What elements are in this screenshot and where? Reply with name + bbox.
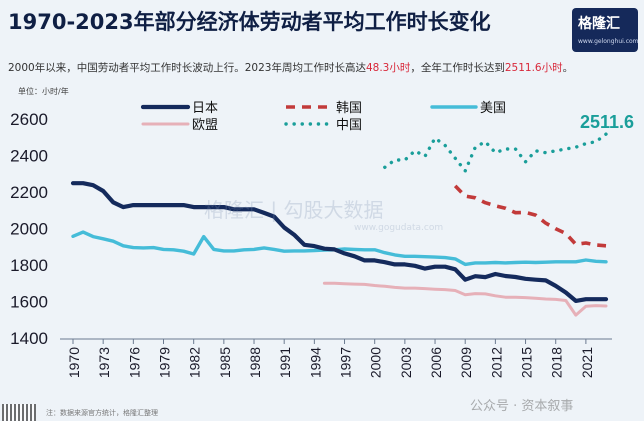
x-tick-label: 1988 — [247, 347, 263, 378]
data-label-china-2023: 2511.6 — [580, 112, 634, 132]
x-tick-label: 1985 — [217, 347, 233, 378]
legend-label-korea: 韩国 — [336, 101, 362, 116]
subtitle-highlight-weekly: 48.3小时 — [365, 62, 411, 74]
y-axis-unit: 单位：小时/年 — [18, 87, 69, 96]
legend-label-china: 中国 — [336, 118, 362, 133]
legend-label-japan: 日本 — [192, 101, 218, 116]
footer-watermark: 公众号 · 资本叙事 — [470, 399, 574, 414]
watermark: 格隆汇 | 勾股大数据 www.gogudata.com — [204, 194, 443, 233]
legend-label-usa: 美国 — [480, 101, 506, 116]
subtitle-mid: ，全年工作时长达到 — [410, 62, 505, 74]
source-note: 注：数据来源官方统计，格隆汇整理 — [46, 409, 158, 417]
x-tick-label: 2015 — [519, 347, 535, 378]
y-tick-label: 2200 — [10, 183, 48, 202]
x-tick-label: 1997 — [338, 347, 354, 378]
x-tick-label: 1973 — [96, 347, 112, 378]
y-tick-label: 2400 — [10, 147, 48, 166]
series-line-usa — [71, 230, 608, 267]
watermark-text: 格隆汇 | 勾股大数据 — [204, 198, 384, 222]
x-tick-label: 2003 — [398, 347, 414, 378]
series-line-japan — [70, 181, 609, 303]
logo-text: 格隆汇 — [578, 16, 620, 32]
legend-label-eu: 欧盟 — [192, 118, 218, 133]
series-line-china — [383, 132, 608, 173]
x-tick-label: 1991 — [277, 347, 293, 378]
x-tick-label: 2012 — [488, 347, 504, 378]
x-tick-label: 2006 — [428, 347, 444, 378]
y-tick-label: 1400 — [10, 329, 48, 348]
qr-code-icon — [2, 404, 36, 421]
series-line-korea — [453, 184, 607, 248]
x-tick-label: 1982 — [187, 347, 203, 378]
x-tick-label: 1976 — [126, 347, 142, 378]
y-tick-label: 2000 — [10, 220, 48, 239]
logo-url: www.gelonghui.com — [578, 38, 639, 45]
chart-subtitle: 2000年以来，中国劳动者平均工作时长波动上行。2023年周均工作时长高达48.… — [8, 60, 573, 75]
subtitle-highlight-annual: 2511.6小时 — [504, 62, 563, 74]
subtitle-post: 。 — [562, 62, 574, 74]
x-tick-label: 2018 — [549, 347, 565, 378]
y-tick-label: 2600 — [10, 110, 48, 129]
x-tick-label: 2009 — [458, 347, 474, 378]
chart-title: 1970-2023年部分经济体劳动者平均工作时长变化 — [8, 10, 491, 34]
brand-logo: 格隆汇 www.gelonghui.com — [572, 8, 639, 52]
x-tick-label: 1994 — [307, 347, 323, 378]
x-tick-label: 1970 — [66, 347, 82, 378]
x-tick-label: 1979 — [157, 347, 173, 378]
subtitle-pre: 2000年以来，中国劳动者平均工作时长波动上行。2023年周均工作时长高达 — [8, 62, 366, 74]
watermark-url: www.gogudata.com — [354, 223, 444, 233]
y-tick-label: 1600 — [10, 293, 48, 312]
y-tick-label: 1800 — [10, 256, 48, 275]
x-tick-label: 2000 — [368, 347, 384, 378]
x-tick-label: 2021 — [579, 347, 595, 378]
series-line-eu — [322, 281, 608, 317]
